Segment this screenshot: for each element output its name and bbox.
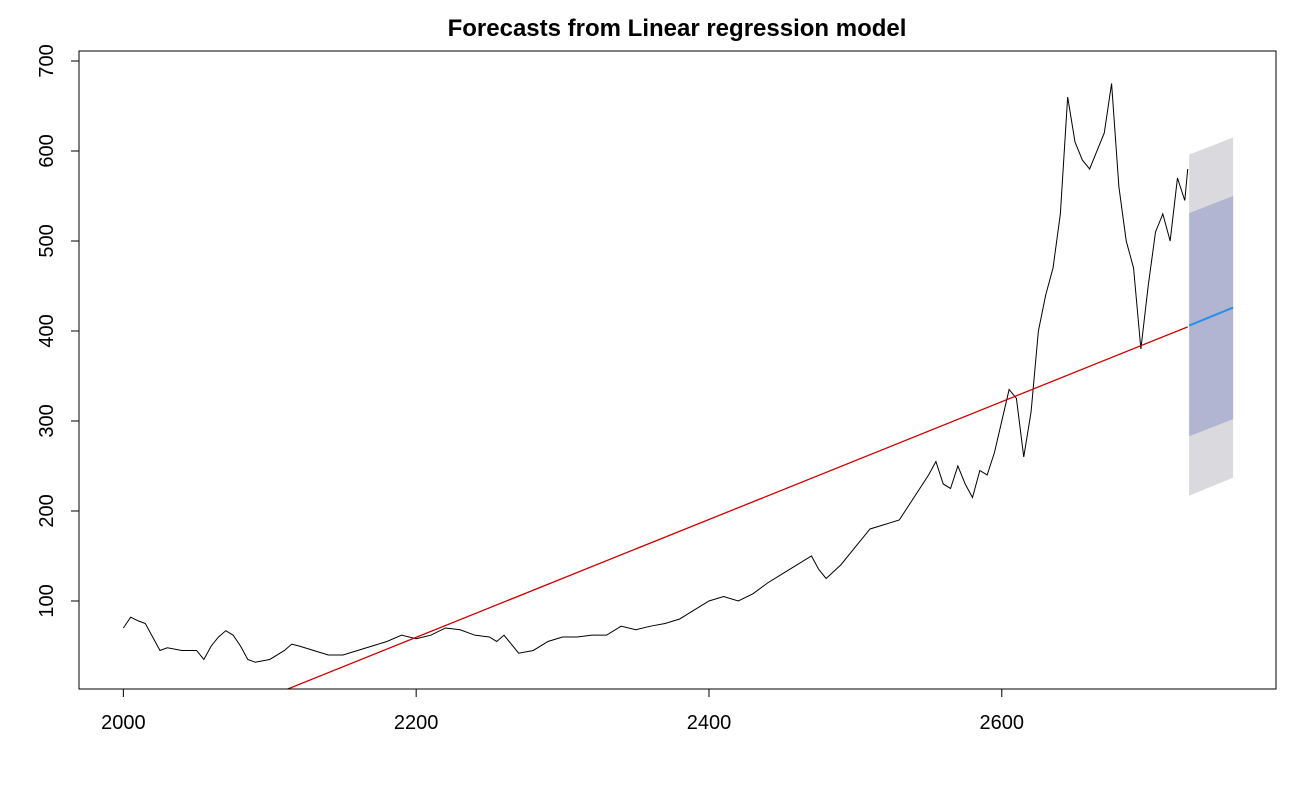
x-tick-label: 2400 bbox=[687, 712, 732, 734]
y-tick-label: 200 bbox=[36, 494, 58, 527]
axes: 2000 2200 2400 2600 100 200 300 400 500 600 700 bbox=[36, 44, 1024, 734]
x-tick-label: 2600 bbox=[980, 712, 1025, 734]
plot-area bbox=[122, 83, 1234, 689]
forecast-mean bbox=[1188, 306, 1234, 327]
chart-title: Forecasts from Linear regression model bbox=[448, 15, 907, 42]
y-tick-label: 700 bbox=[36, 44, 58, 77]
x-tick-label: 2000 bbox=[101, 712, 146, 734]
plot-frame bbox=[78, 50, 1277, 690]
x-tick-label: 2200 bbox=[394, 712, 439, 734]
series-line bbox=[122, 83, 1189, 663]
y-tick-label: 500 bbox=[36, 224, 58, 257]
y-tick-label: 300 bbox=[36, 404, 58, 437]
y-tick-label: 100 bbox=[36, 584, 58, 617]
fitted-line bbox=[286, 326, 1188, 689]
y-tick-label: 600 bbox=[36, 134, 58, 167]
y-tick-label: 400 bbox=[36, 314, 58, 347]
